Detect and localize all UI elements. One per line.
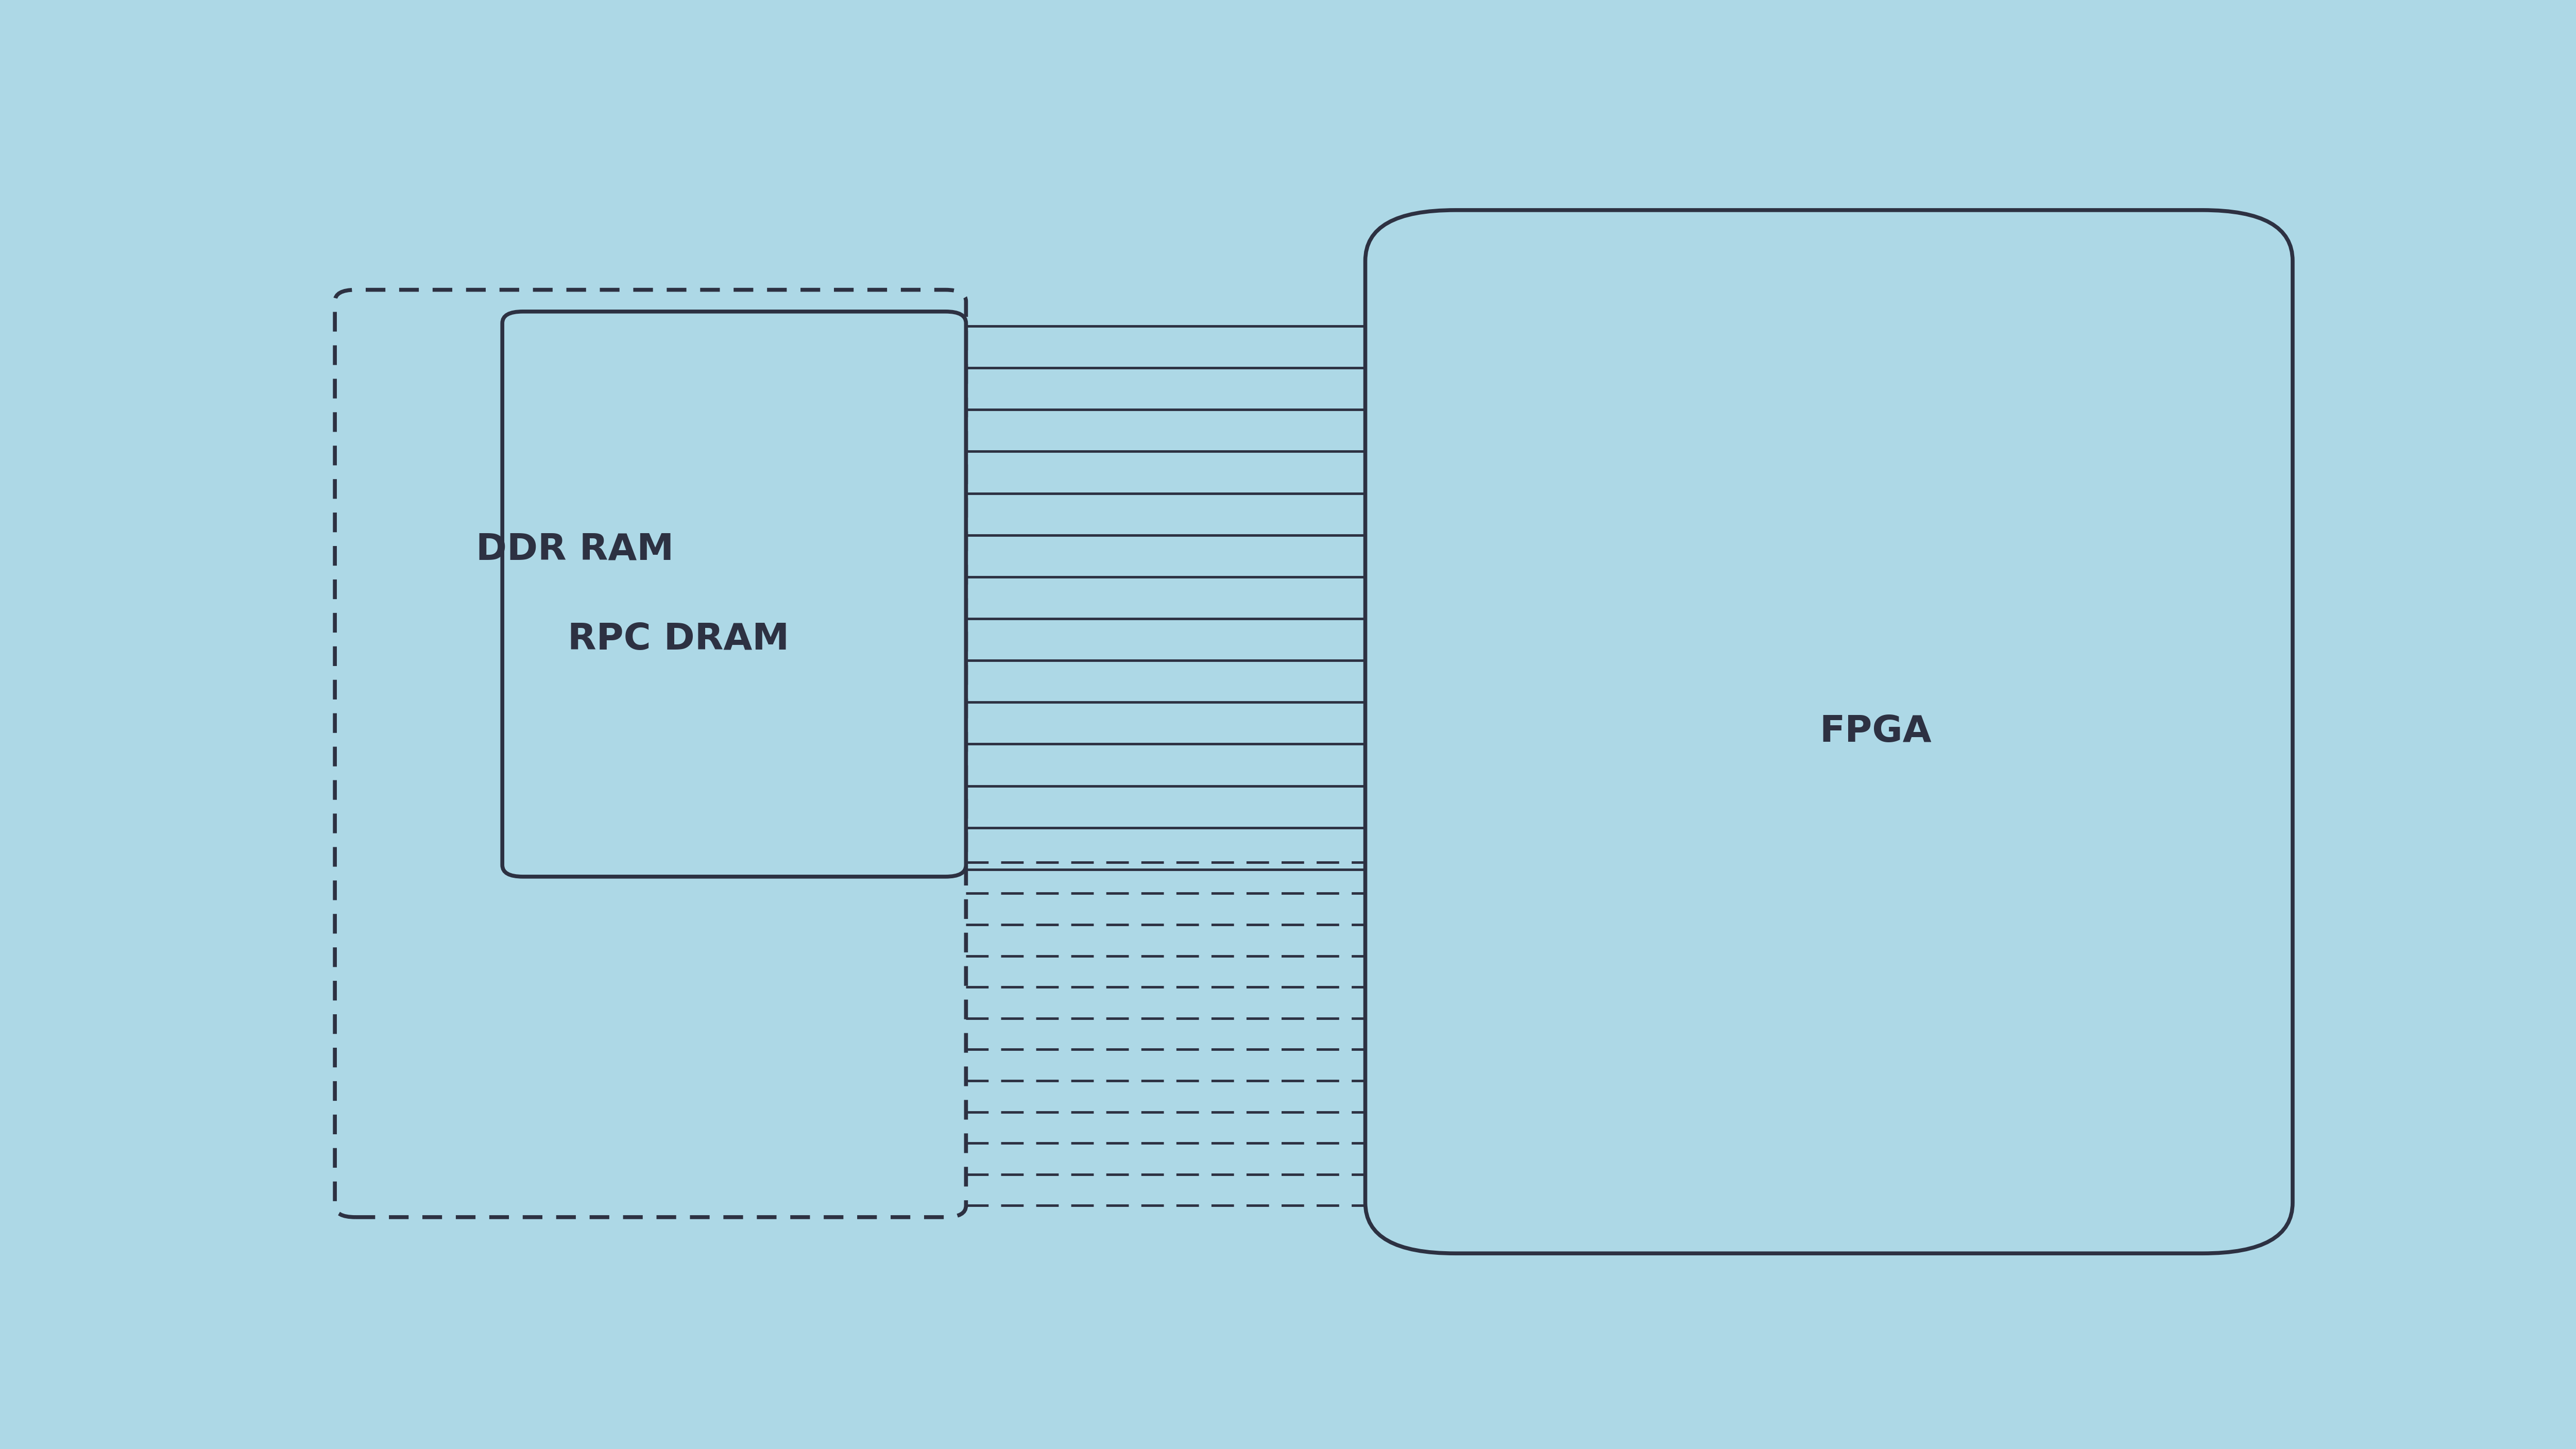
FancyBboxPatch shape	[335, 290, 966, 1217]
Text: FPGA: FPGA	[1819, 714, 1932, 749]
FancyBboxPatch shape	[1365, 210, 2293, 1253]
FancyBboxPatch shape	[502, 312, 966, 877]
Text: DDR RAM: DDR RAM	[477, 532, 675, 567]
Text: RPC DRAM: RPC DRAM	[567, 622, 788, 656]
